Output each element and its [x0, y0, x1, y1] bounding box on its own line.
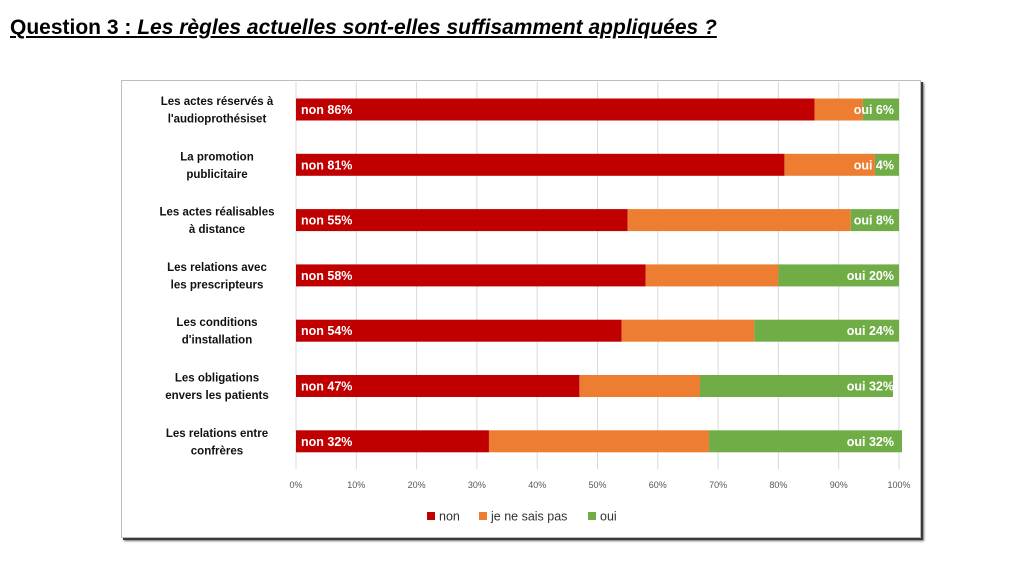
legend-label: je ne sais pas: [490, 510, 567, 524]
data-label-oui: oui 24%: [847, 324, 894, 338]
chart-frame: Les actes réservés à l'audioprothésiset no…: [121, 80, 921, 538]
data-label-non: non 54%: [301, 324, 352, 338]
bar-segment-oui: [709, 430, 903, 453]
legend-swatch: [479, 512, 487, 520]
question-text: Les règles actuelles sont-elles suffisam…: [137, 16, 717, 39]
data-label-non: non 55%: [301, 214, 352, 228]
bar-segment-je-ne-sais-pas: [621, 319, 755, 342]
category-label: Les actes réservés à: [161, 96, 274, 108]
x-tick-label: 50%: [588, 480, 606, 490]
category-label: l'audioprothésiset: [168, 114, 267, 126]
category-label: d'installation: [182, 335, 252, 347]
category-label: à distance: [189, 224, 245, 236]
x-tick-label: 30%: [468, 480, 486, 490]
bar-segment-je-ne-sais-pas: [627, 209, 851, 232]
bar-segment-non: [296, 153, 785, 176]
data-label-oui: oui 32%: [847, 435, 894, 449]
x-tick-label: 100%: [887, 480, 910, 490]
legend-swatch: [427, 512, 435, 520]
bar-segment-non: [296, 319, 622, 342]
legend-swatch: [588, 512, 596, 520]
x-tick-label: 20%: [408, 480, 426, 490]
category-label: Les conditions: [176, 317, 257, 329]
data-label-oui: oui 20%: [847, 269, 894, 283]
bar-segment-oui: [862, 98, 899, 121]
data-label-non: non 47%: [301, 380, 352, 394]
category-label: La promotion: [180, 151, 253, 163]
data-label-oui: oui 8%: [854, 214, 894, 228]
category-label: confrères: [191, 445, 243, 457]
x-tick-label: 10%: [347, 480, 365, 490]
question-heading: Question 3 : Les règles actuelles sont-e…: [10, 16, 717, 40]
bar-segment-je-ne-sais-pas: [645, 264, 779, 287]
bar-segment-non: [296, 264, 646, 287]
data-label-oui: oui 6%: [854, 103, 894, 117]
bar-segment-oui: [778, 264, 899, 287]
category-label: Les actes réalisables: [159, 207, 274, 219]
legend-label: non: [439, 510, 460, 524]
bar-segment-je-ne-sais-pas: [488, 430, 710, 453]
data-label-non: non 32%: [301, 435, 352, 449]
bar-segment-non: [296, 98, 815, 121]
category-label: Les obligations: [175, 373, 259, 385]
bar-segment-non: [296, 430, 489, 453]
stacked-bar-chart: Les actes réservés à l'audioprothésiset no…: [159, 81, 911, 524]
category-label: publicitaire: [186, 169, 247, 181]
bar-segment-oui: [850, 209, 899, 232]
legend-label: oui: [600, 510, 617, 524]
question-number: Question 3 :: [10, 16, 138, 39]
x-tick-label: 80%: [769, 480, 787, 490]
bar-segment-non: [296, 375, 580, 397]
data-label-oui: oui 4%: [854, 158, 894, 172]
category-label: les prescripteurs: [171, 279, 264, 291]
data-label-non: non 86%: [301, 103, 352, 117]
x-tick-label: 60%: [649, 480, 667, 490]
x-tick-label: 40%: [528, 480, 546, 490]
data-label-non: non 58%: [301, 269, 352, 283]
category-label: envers les patients: [165, 390, 269, 402]
category-label: Les relations avec: [167, 262, 267, 274]
x-tick-label: 0%: [289, 480, 302, 490]
data-label-oui: oui 32%: [847, 380, 894, 394]
bar-segment-oui: [754, 319, 899, 342]
bar-segment-oui: [700, 375, 893, 397]
data-label-non: non 81%: [301, 158, 352, 172]
x-tick-label: 90%: [830, 480, 848, 490]
bar-segment-oui: [874, 153, 899, 176]
bar-segment-je-ne-sais-pas: [814, 98, 863, 121]
bar-segment-je-ne-sais-pas: [784, 153, 875, 176]
bar-segment-non: [296, 209, 628, 232]
category-label: Les relations entre: [166, 428, 268, 440]
x-tick-label: 70%: [709, 480, 727, 490]
bar-segment-je-ne-sais-pas: [579, 375, 701, 397]
